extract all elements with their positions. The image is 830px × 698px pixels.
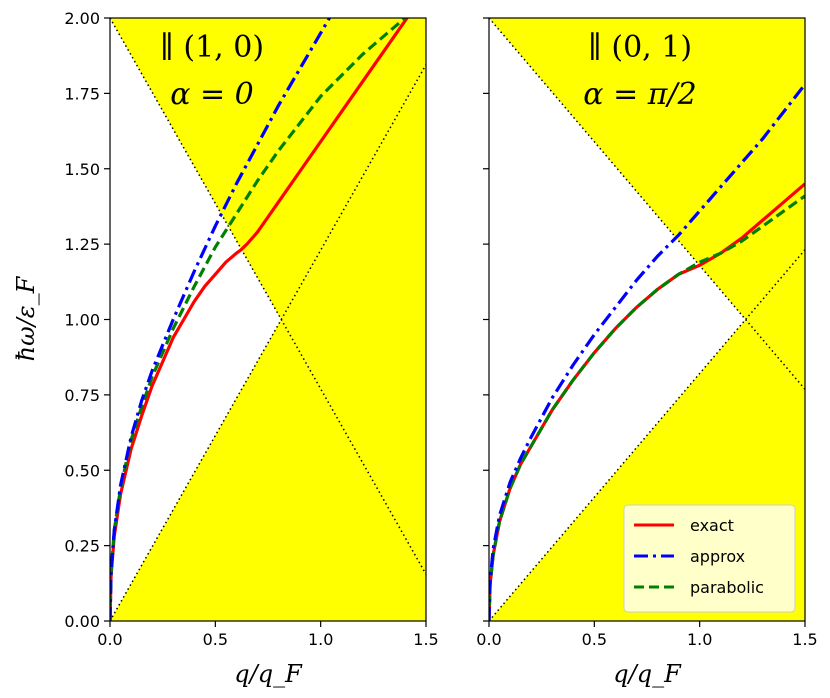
x-tick-label: 1.0 — [687, 630, 712, 649]
x-tick-label: 1.5 — [792, 630, 817, 649]
particle-hole-continuum-left — [110, 18, 426, 621]
boundary-lower — [489, 249, 805, 621]
x-tick-label: 1.0 — [308, 630, 333, 649]
x-tick-label: 0.5 — [203, 630, 228, 649]
shade-top-left — [110, 18, 426, 320]
legend-label-approx: approx — [690, 547, 745, 566]
y-tick-label: 1.50 — [64, 160, 100, 179]
shade-right-right — [745, 249, 805, 390]
shade-right-left — [281, 64, 426, 575]
x-tick-label: 0.0 — [97, 630, 122, 649]
x-axis-label-right: q/q_F — [613, 660, 682, 688]
legend-label-parabolic: parabolic — [690, 578, 764, 597]
panel-right: ∥ (0, 1) α = π/2 0.0 0.5 1.0 1.5 q/q_F exac… — [476, 17, 818, 688]
boundary-upper — [110, 18, 426, 575]
panel-left: ∥ (1, 0) α = 0 0.00 0.25 0.50 0.75 1.00 1.25 1… — [64, 9, 439, 688]
y-tick-label: 0.75 — [64, 386, 100, 405]
x-tick-label: 1.5 — [413, 630, 438, 649]
series-approx-left — [110, 18, 332, 621]
continuum-boundaries-right — [489, 18, 805, 621]
series-exact-left — [110, 18, 409, 621]
series-approx-right — [489, 83, 805, 621]
x-axis-ticks-left: 0.0 0.5 1.0 1.5 — [97, 621, 439, 649]
legend: exact approx parabolic — [623, 504, 796, 613]
panel-title-right-line2: α = π/2 — [583, 77, 696, 112]
y-axis-ticks: 0.00 0.25 0.50 0.75 1.00 1.25 1.50 1.75 2.00 — [64, 9, 110, 631]
boundary-upper — [489, 18, 805, 390]
shade-bottom-left — [110, 319, 426, 621]
x-tick-label: 0.0 — [476, 630, 501, 649]
x-axis-ticks-right: 0.0 0.5 1.0 1.5 — [476, 17, 818, 649]
panel-title-left-line1: ∥ (1, 0) — [160, 30, 264, 65]
panel-title-right-line1: ∥ (0, 1) — [588, 30, 692, 65]
y-tick-label: 1.75 — [64, 84, 100, 103]
series-parabolic-right — [489, 194, 805, 621]
y-tick-label: 1.25 — [64, 235, 100, 254]
y-axis-label: ħω/ε_F — [12, 275, 40, 361]
y-tick-label: 0.00 — [64, 612, 100, 631]
continuum-boundaries-left — [110, 18, 426, 621]
dispersion-curves-right — [489, 83, 805, 621]
y-tick-label: 1.00 — [64, 311, 100, 330]
x-axis-label-left: q/q_F — [234, 660, 303, 688]
x-tick-label: 0.5 — [582, 630, 607, 649]
boundary-lower — [110, 64, 426, 621]
y-tick-label: 0.25 — [64, 537, 100, 556]
legend-label-exact: exact — [690, 516, 734, 535]
panel-title-left-line2: α = 0 — [170, 77, 254, 112]
legend-box — [623, 504, 796, 613]
shade-top-right — [489, 18, 805, 320]
dispersion-curves-left — [110, 18, 409, 621]
y-tick-label: 2.00 — [64, 9, 100, 28]
y-tick-label: 0.50 — [64, 461, 100, 480]
